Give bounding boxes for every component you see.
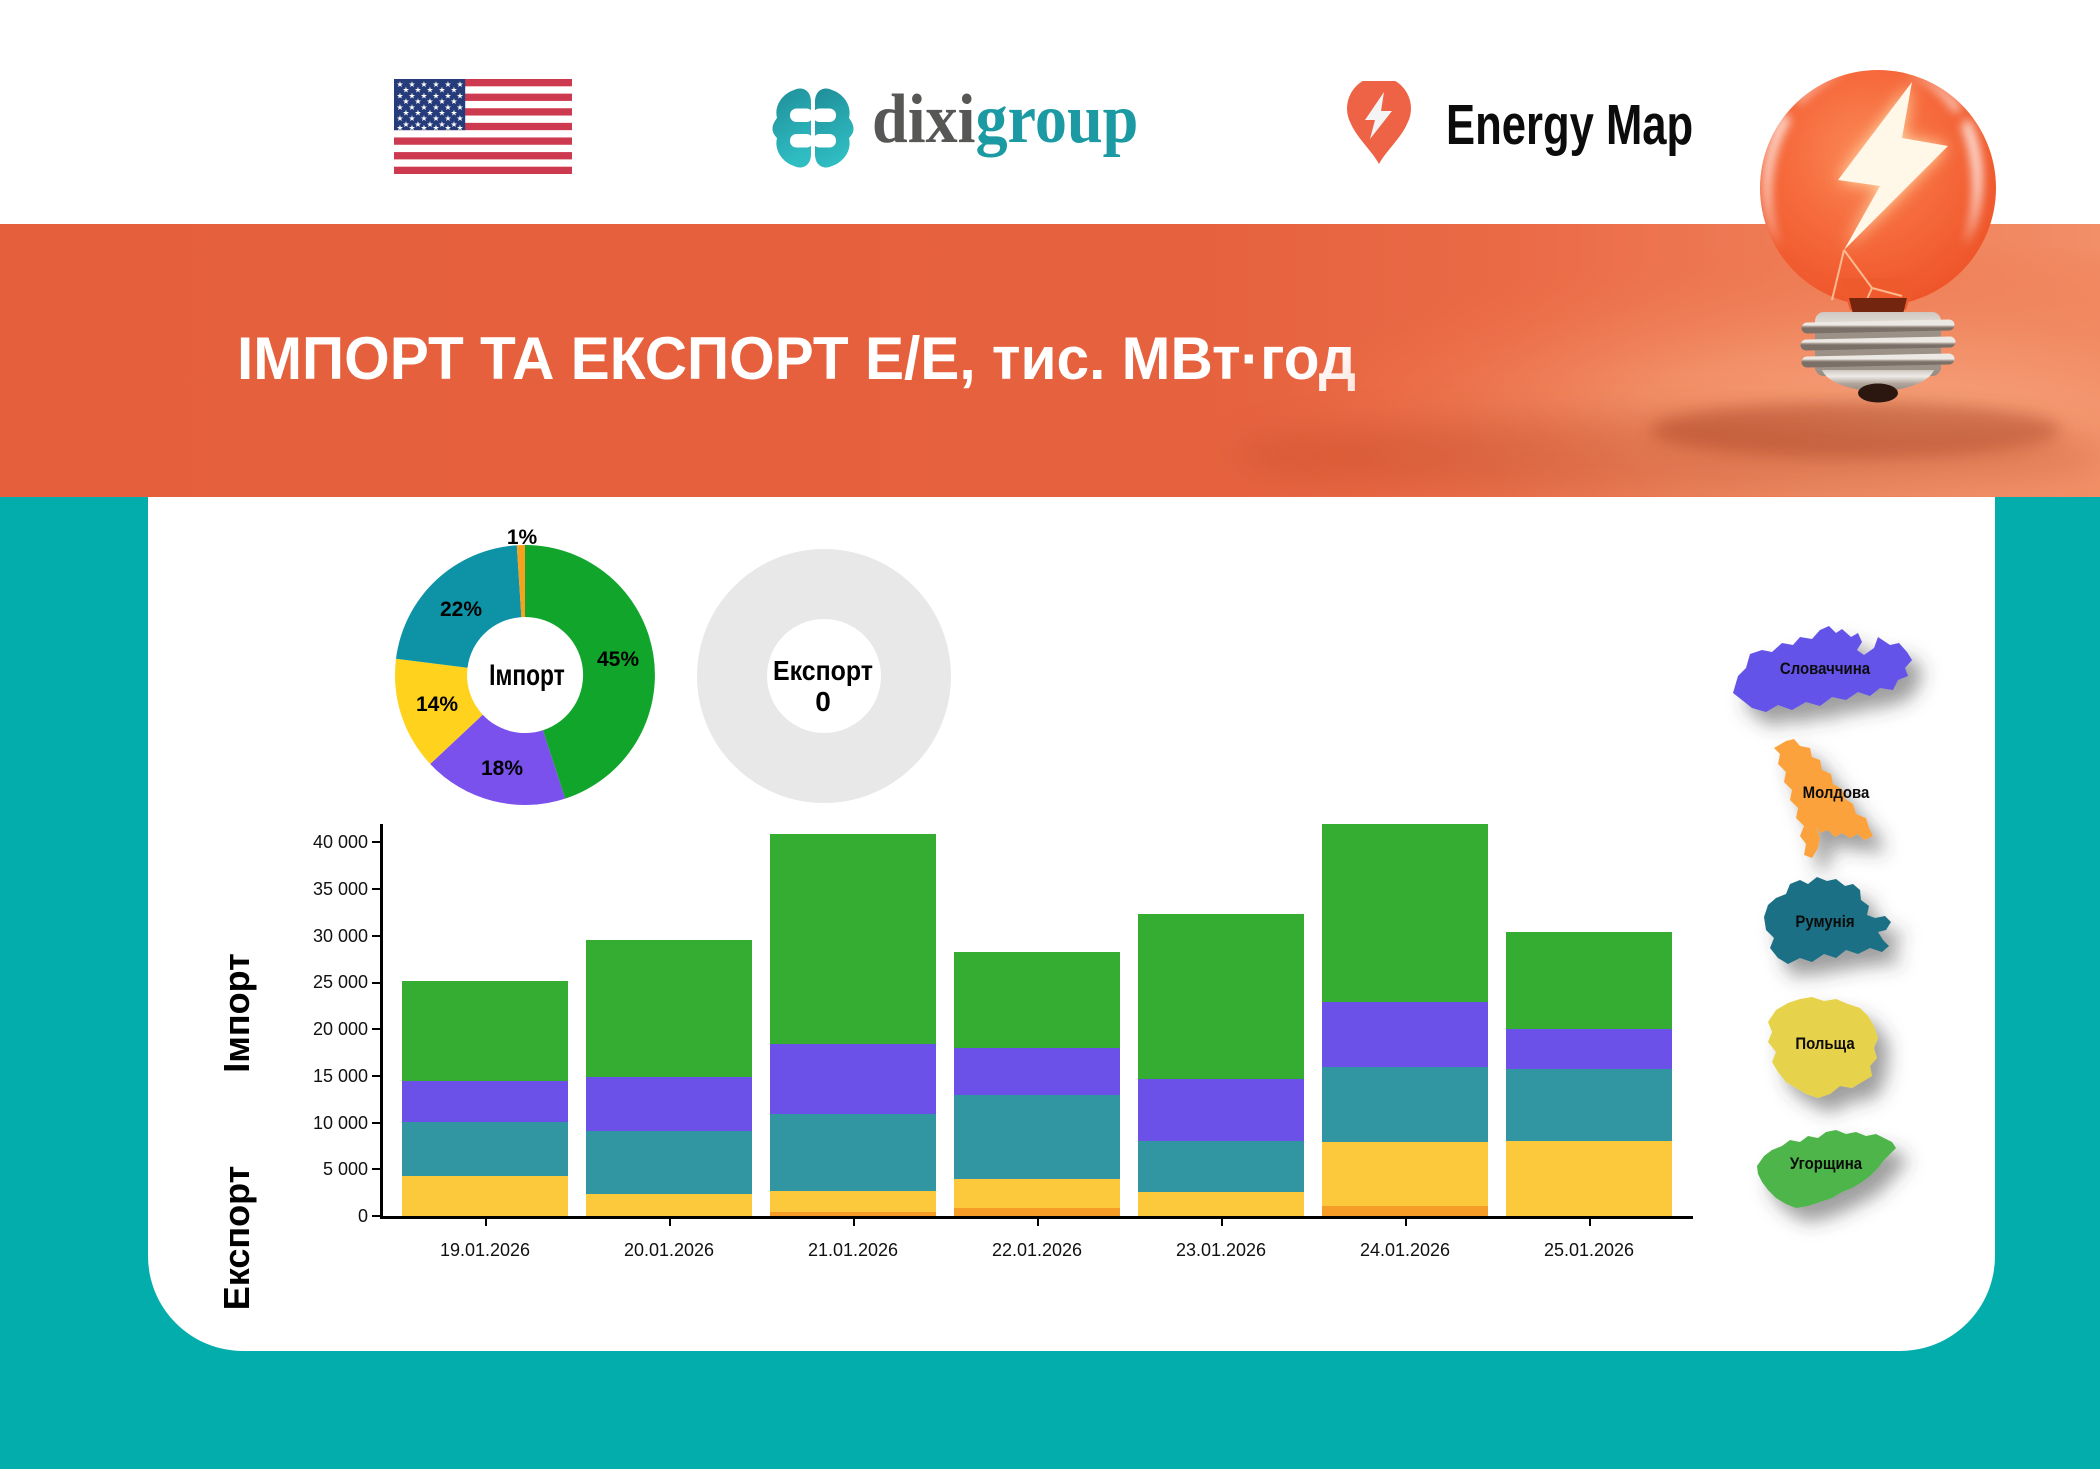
svg-text:★: ★ [438,97,445,106]
svg-text:★: ★ [456,114,463,123]
svg-text:★: ★ [450,86,457,95]
svg-text:★: ★ [402,97,409,106]
svg-text:★: ★ [420,91,427,100]
svg-text:★: ★ [420,124,427,133]
svg-text:★: ★ [456,124,463,133]
svg-text:★: ★ [432,91,439,100]
svg-text:★: ★ [432,103,439,112]
svg-text:★: ★ [450,109,457,118]
svg-text:★: ★ [396,114,403,123]
svg-text:★: ★ [408,124,415,133]
svg-text:★: ★ [402,109,409,118]
svg-text:★: ★ [396,91,403,100]
svg-text:★: ★ [456,103,463,112]
svg-text:★: ★ [432,114,439,123]
svg-text:★: ★ [402,120,409,129]
svg-text:★: ★ [456,80,463,89]
svg-text:★: ★ [420,114,427,123]
svg-text:★: ★ [426,120,433,129]
svg-text:★: ★ [420,80,427,89]
svg-text:★: ★ [414,120,421,129]
svg-text:★: ★ [408,91,415,100]
svg-text:★: ★ [444,91,451,100]
svg-text:★: ★ [444,103,451,112]
svg-text:★: ★ [396,103,403,112]
svg-text:★: ★ [438,120,445,129]
svg-text:★: ★ [444,80,451,89]
svg-text:★: ★ [438,109,445,118]
svg-text:★: ★ [450,97,457,106]
svg-text:★: ★ [414,86,421,95]
svg-text:★: ★ [426,97,433,106]
svg-text:★: ★ [414,109,421,118]
svg-text:★: ★ [444,124,451,133]
svg-text:★: ★ [408,114,415,123]
svg-text:★: ★ [408,103,415,112]
svg-text:★: ★ [408,80,415,89]
svg-text:★: ★ [438,86,445,95]
svg-text:★: ★ [450,120,457,129]
svg-text:★: ★ [444,114,451,123]
svg-text:★: ★ [396,80,403,89]
svg-text:★: ★ [420,103,427,112]
svg-text:★: ★ [396,124,403,133]
svg-text:★: ★ [414,97,421,106]
svg-text:★: ★ [426,86,433,95]
svg-text:★: ★ [432,124,439,133]
svg-text:★: ★ [426,109,433,118]
svg-text:★: ★ [456,91,463,100]
svg-text:★: ★ [432,80,439,89]
svg-text:★: ★ [402,86,409,95]
